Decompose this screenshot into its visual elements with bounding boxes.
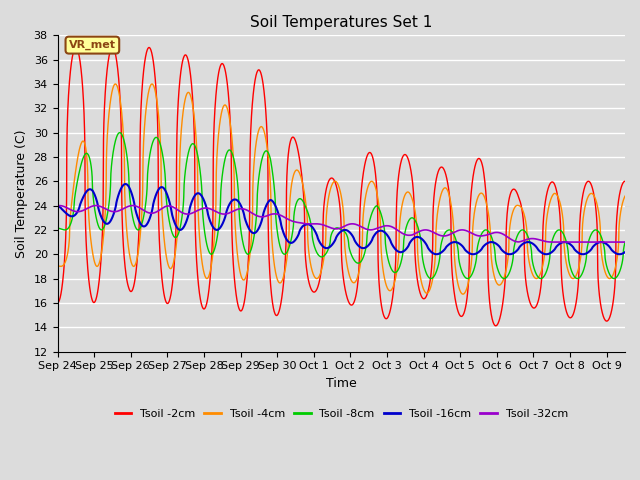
Tsoil -8cm	[549, 235, 557, 241]
Tsoil -32cm	[549, 239, 557, 245]
Tsoil -16cm	[122, 181, 129, 187]
X-axis label: Time: Time	[326, 377, 356, 390]
Tsoil -16cm	[611, 250, 618, 255]
Tsoil -4cm	[152, 93, 160, 98]
Tsoil -8cm	[296, 196, 304, 202]
Tsoil -4cm	[549, 192, 557, 197]
Tsoil -16cm	[152, 192, 160, 197]
Tsoil -16cm	[621, 249, 629, 255]
Tsoil -16cm	[271, 203, 279, 208]
Tsoil -32cm	[621, 239, 629, 245]
Tsoil -8cm	[271, 201, 279, 207]
Tsoil -32cm	[92, 203, 100, 208]
Tsoil -4cm	[296, 171, 304, 177]
Legend: Tsoil -2cm, Tsoil -4cm, Tsoil -8cm, Tsoil -16cm, Tsoil -32cm: Tsoil -2cm, Tsoil -4cm, Tsoil -8cm, Tsoi…	[110, 405, 572, 423]
Tsoil -32cm	[296, 220, 304, 226]
Tsoil -32cm	[152, 209, 160, 215]
Tsoil -2cm	[152, 88, 160, 94]
Tsoil -8cm	[621, 240, 629, 245]
Tsoil -4cm	[459, 291, 467, 297]
Tsoil -32cm	[611, 239, 618, 245]
Tsoil -16cm	[118, 183, 126, 189]
Tsoil -2cm	[54, 300, 61, 306]
Line: Tsoil -8cm: Tsoil -8cm	[58, 132, 625, 278]
Tsoil -16cm	[543, 252, 550, 257]
Line: Tsoil -2cm: Tsoil -2cm	[58, 48, 625, 326]
Tsoil -2cm	[271, 312, 279, 317]
Tsoil -2cm	[492, 323, 500, 329]
Tsoil -2cm	[109, 45, 116, 50]
Tsoil -4cm	[621, 193, 629, 199]
Tsoil -32cm	[118, 206, 126, 212]
Tsoil -4cm	[271, 268, 279, 274]
Tsoil -8cm	[152, 134, 160, 140]
Tsoil -2cm	[549, 180, 557, 185]
Tsoil -8cm	[611, 276, 618, 281]
Tsoil -4cm	[118, 116, 126, 121]
Tsoil -8cm	[54, 226, 61, 231]
Y-axis label: Soil Temperature (C): Soil Temperature (C)	[15, 129, 28, 258]
Tsoil -4cm	[611, 269, 618, 275]
Tsoil -8cm	[116, 130, 124, 135]
Tsoil -8cm	[537, 276, 545, 281]
Line: Tsoil -32cm: Tsoil -32cm	[58, 205, 625, 242]
Line: Tsoil -4cm: Tsoil -4cm	[58, 84, 625, 294]
Tsoil -32cm	[54, 203, 61, 209]
Tsoil -16cm	[54, 204, 61, 209]
Tsoil -2cm	[118, 224, 126, 229]
Tsoil -2cm	[296, 159, 304, 165]
Tsoil -2cm	[611, 290, 618, 296]
Tsoil -32cm	[271, 211, 279, 217]
Tsoil -8cm	[118, 133, 126, 139]
Tsoil -16cm	[296, 228, 304, 233]
Title: Soil Temperatures Set 1: Soil Temperatures Set 1	[250, 15, 433, 30]
Tsoil -2cm	[621, 179, 629, 184]
Tsoil -4cm	[54, 263, 61, 269]
Tsoil -32cm	[550, 239, 558, 245]
Tsoil -16cm	[549, 248, 557, 254]
Tsoil -4cm	[148, 81, 156, 87]
Text: VR_met: VR_met	[69, 40, 116, 50]
Line: Tsoil -16cm: Tsoil -16cm	[58, 184, 625, 254]
